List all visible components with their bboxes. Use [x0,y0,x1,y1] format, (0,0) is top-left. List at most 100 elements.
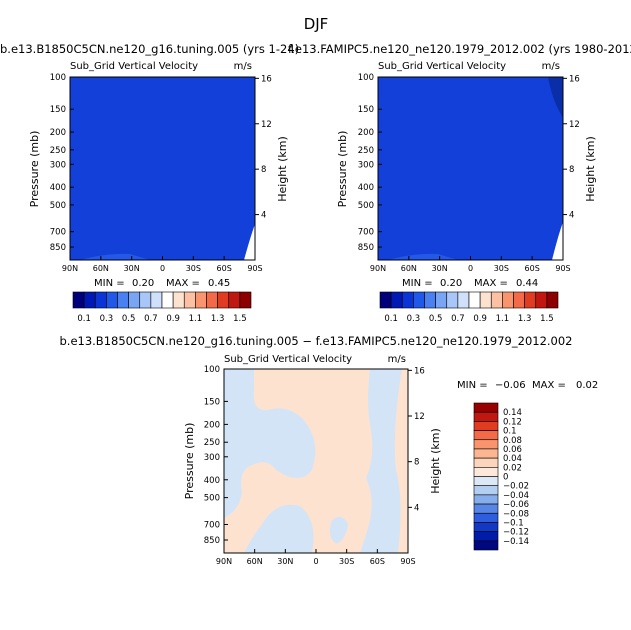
panel-2-colorbar-label: 0.9 [473,314,487,324]
panel-3-ytick-right-label: 16 [414,366,425,376]
panel-1-ytick-label: 400 [50,183,66,193]
panel-3-xtick-label: 30S [339,557,354,566]
panel-2-colorbar-label: 0.3 [407,314,421,324]
panel-3-max-label: MAX = [532,380,566,391]
panel-3-colorbar-label: 0.06 [503,445,522,455]
panel-1-ytick-label: 200 [50,128,66,138]
panel-1-colorbar-cell [139,291,152,309]
panel-2-colorbar-cell [535,291,548,309]
panel-3-ytick-label: 400 [204,476,220,486]
panel-3-min-value: −0.06 [495,380,526,391]
panel-2-colorbar-label: 0.5 [429,314,443,324]
panel-3-colorbar-label: −0.06 [503,500,529,510]
panel-2-ytick-right-label: 16 [569,74,580,84]
panel-2-colorbar-label: 1.1 [496,314,510,324]
panel-3-xtick-label: 30N [277,557,293,566]
panel-3-ytick-label: 500 [204,494,220,504]
panel-1-min-label: MIN = [94,278,125,289]
panel-1-colorbar-cell [206,291,218,309]
panel-1-colorbar-label: 0.9 [166,314,180,324]
panel-1-ylabel-right: Height (km) [276,136,289,202]
panel-3-colorbar-cell [473,402,499,413]
panel-1-colorbar-cell [161,291,174,309]
panel-2-title: f.e13.FAMIPC5.ne120_ne120.1979_2012.002 … [288,42,631,56]
panel-2-colorbar-label: 0.7 [451,314,465,324]
panel-3-ylabel-right: Height (km) [429,428,442,494]
panel-2-max-value: 0.44 [516,278,538,289]
panel-1-colorbar-cell [195,291,207,309]
panel-1-ytick-label: 500 [50,201,66,211]
panel-1-max-value: 0.45 [208,278,230,289]
panel-3-colorbar-cell [473,531,499,542]
panel-2-min-value: 0.20 [440,278,462,289]
panel-2-colorbar-cell [424,291,436,309]
panel-1-ytick-label: 100 [50,73,66,83]
panel-2-colorbar-cell [490,291,503,309]
panel-1-colorbar-cell [128,291,141,309]
panel-3-colorbar-cell [473,448,499,459]
panel-2-ytick-label: 150 [358,105,374,115]
panel-1-colorbar-cell [239,291,252,309]
panel-3-max-value: 0.02 [576,380,598,391]
panel-3-ytick-label: 100 [204,365,220,375]
panel-1-ylabel: Pressure (mb) [28,131,41,208]
panel-1-ytick-label: 700 [50,228,66,238]
panel-1-colorbar-label: 0.5 [122,314,136,324]
panel-3-colorbar-cell [473,439,499,450]
panel-2-ylabel: Pressure (mb) [336,131,349,208]
panel-3-colorbar-label: −0.08 [503,509,529,519]
panel-1-xtick-label: 60S [217,264,232,273]
panel-3-title: b.e13.B1850C5CN.ne120_g16.tuning.005 − f… [59,334,572,348]
panel-1-title: b.e13.B1850C5CN.ne120_g16.tuning.005 (yr… [0,42,299,56]
panel-3-colorbar-cell [473,457,499,468]
panel-3-colorbar-label: 0.14 [503,408,522,418]
panel-2-xtick-label: 0 [468,264,473,273]
panel-1-subtitle: Sub_Grid Vertical Velocity [70,61,198,72]
panel-1-colorbar-cell [150,291,163,309]
panel-3-colorbar-label: −0.1 [503,518,524,528]
panel-3-colorbar-label: 0.1 [503,427,517,437]
panel-2-colorbar-cell [413,291,425,309]
panel-1-ytick-label: 300 [50,160,66,170]
panel-1-xtick-label: 60N [93,264,109,273]
panel-2-min-label: MIN = [402,278,433,289]
panel-3-ytick-right-label: 12 [414,412,425,422]
panel-2-xtick-label: 30S [494,264,509,273]
panel-3-positive-patch-a [394,369,408,553]
panel-2-pole-edge [552,222,563,260]
panel-3-negative-patch-b [329,516,348,544]
panel-1-units: m/s [234,61,252,72]
panel-2-colorbar: 0.1 0.3 0.5 0.7 0.9 1.1 1.3 1.5 [379,291,559,324]
panel-1-colorbar-cell [172,291,185,309]
panel-3-xtick-label: 60S [370,557,385,566]
panel-3-ytick-label: 150 [204,397,220,407]
panel-1: b.e13.B1850C5CN.ne120_g16.tuning.005 (yr… [0,42,299,324]
panel-3-ytick-label: 700 [204,520,220,530]
panel-2-xtick-label: 60S [525,264,540,273]
panel-2-ytick-label: 250 [358,146,374,156]
panel-2-ytick-label: 850 [358,243,374,253]
panel-3-colorbar-label: −0.04 [503,491,529,501]
panel-1-xtick-label: 30S [186,264,201,273]
panel-1-ytick-right-label: 4 [261,211,266,221]
panel-2-ytick-label: 300 [358,160,374,170]
panel-1-colorbar-cell [228,291,241,309]
panel-3-colorbar-cell [473,430,499,441]
panel-1-xtick-label: 90S [247,264,262,273]
panel-3-colorbar-cell [473,476,499,486]
panel-1-colorbar-cell [83,291,96,309]
panel-3-colorbar-label: 0.04 [503,454,522,464]
panel-1-colorbar-cell [183,291,196,309]
panel-2-top-edge [548,77,563,118]
panel-2-colorbar-cell [379,291,392,309]
panel-1-colorbar-cell [217,291,230,309]
panel-3-colorbar-cell [473,411,499,422]
panel-2-ylabel-right: Height (km) [584,136,597,202]
panel-3-colorbar-cell [473,522,499,532]
panel-2-ytick-right-label: 8 [569,165,574,175]
panel-1-min-value: 0.20 [132,278,154,289]
panel-2-colorbar-label: 1.5 [540,314,554,324]
panel-3-colorbar-label: −0.12 [503,528,529,538]
panel-3-colorbar-label: −0.02 [503,482,529,492]
